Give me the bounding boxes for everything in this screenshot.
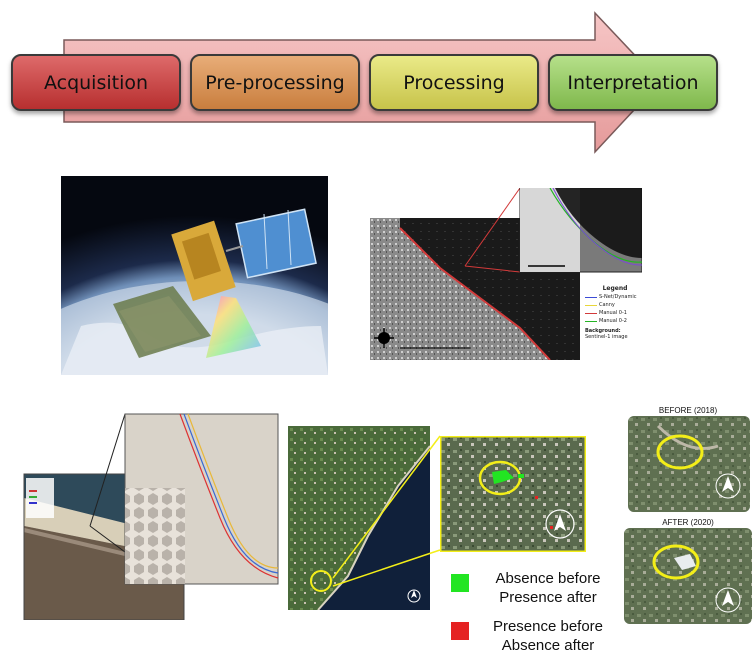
beach-optical-image — [23, 413, 279, 620]
legend-item-manual-2: Manual 0-2 — [585, 318, 645, 324]
sar-legend-background-value: Sentinel-1 image — [585, 334, 628, 340]
sar-legend: Legend S-Net/Dynamic Canny Manual 0-1 Ma… — [585, 285, 645, 355]
stage-processing: Processing — [369, 54, 539, 111]
red-line-swatch — [585, 312, 597, 314]
before-image — [628, 416, 750, 512]
green-change-label: Absence before Presence after — [495, 570, 601, 606]
yellow-line-swatch — [585, 304, 597, 306]
change-detection-image — [440, 436, 586, 552]
coast-overview-image — [288, 426, 430, 610]
stage-interpretation: Interpretation — [548, 54, 718, 111]
stage-label: Pre-processing — [205, 71, 345, 94]
red-change-label: Presence before Absence after — [492, 618, 604, 654]
after-title: AFTER (2020) — [662, 518, 714, 527]
before-title: BEFORE (2018) — [658, 406, 718, 415]
stage-label: Acquisition — [43, 71, 149, 94]
legend-item-snet: S-Net/Dynamic — [585, 294, 645, 300]
sar-legend-background-label: Background: — [585, 328, 621, 334]
legend-item-manual-1: Manual 0-1 — [585, 310, 645, 316]
sar-coastline-image — [370, 188, 642, 360]
satellite-image — [61, 176, 328, 375]
stage-acquisition: Acquisition — [11, 54, 181, 111]
after-image — [624, 528, 752, 624]
stage-preprocessing: Pre-processing — [190, 54, 360, 111]
legend-item-canny: Canny — [585, 302, 645, 308]
sar-legend-title: Legend — [602, 285, 628, 292]
red-change-swatch — [451, 622, 469, 640]
blue-line-swatch — [585, 296, 597, 298]
stage-label: Interpretation — [567, 71, 699, 94]
green-change-swatch — [451, 574, 469, 592]
workflow-arrow — [63, 11, 662, 154]
stage-label: Processing — [403, 71, 505, 94]
green-line-swatch — [585, 320, 597, 322]
